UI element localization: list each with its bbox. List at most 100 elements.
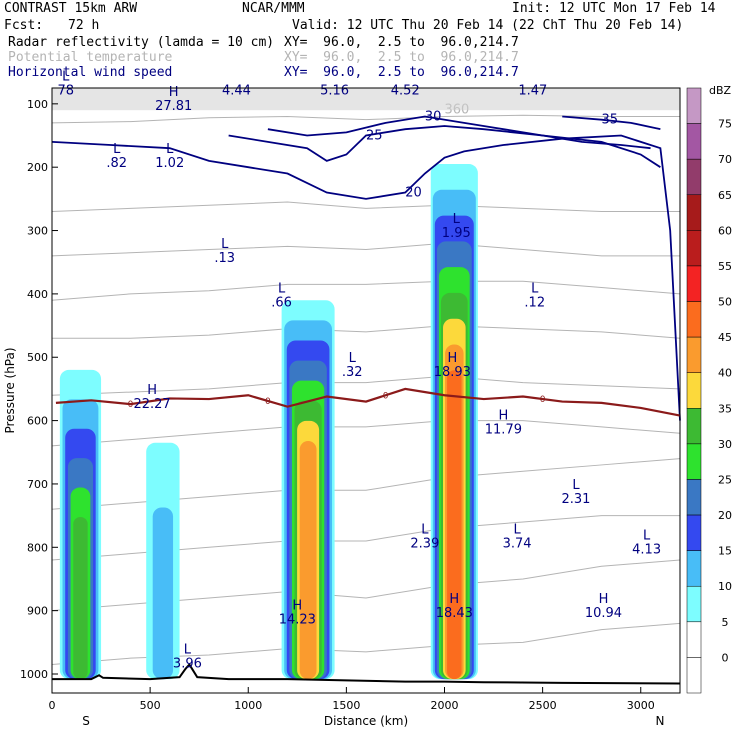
plot-frame [51, 87, 681, 694]
extremum-value-1: 78 [57, 83, 74, 98]
extremum-value-15: 22.27 [133, 397, 170, 412]
y-tick-label-200: 200 [27, 161, 48, 174]
extremum-type-24: L [184, 643, 192, 658]
colorbar-swatch-35 [686, 372, 702, 409]
colorbar-swatch-50 [686, 265, 702, 302]
theta-contour-340 [51, 242, 680, 257]
colorbar-label-15: 15 [718, 545, 732, 558]
source-label: NCAR/MMM [242, 1, 305, 16]
extremum-type-16: H [498, 408, 508, 423]
colorbar-swatch-0 [686, 621, 702, 658]
extremum-value-8: 1.02 [155, 156, 184, 171]
colorbar-unit: dBZ [709, 84, 732, 97]
extremum-value-9: .13 [214, 251, 235, 266]
extremum-value-7: .82 [106, 156, 127, 171]
extremum-type-17: L [572, 478, 580, 493]
field-wind-name: Horizontal wind speed [8, 65, 173, 80]
colorbar-swatch-45 [686, 301, 702, 338]
extremum-type-9: L [221, 237, 229, 252]
freezing-level-label-3: 0 [383, 391, 389, 401]
extremum-type-13: L [349, 351, 357, 366]
freezing-level-label-4: 0 [540, 395, 546, 405]
extremum-value-14: 18.93 [434, 365, 471, 380]
freezing-level-label-1: 0 [128, 400, 134, 410]
extremum-type-19: L [513, 522, 521, 537]
reflectivity-cell-1-level-6 [73, 516, 88, 680]
colorbar-label-70: 70 [718, 153, 732, 166]
extremum-value-10: .66 [271, 296, 292, 311]
freezing-level-line [55, 387, 681, 417]
extremum-type-21: H [449, 592, 459, 607]
extremum-value-24: 3.96 [173, 657, 202, 672]
reflectivity-cell-3-level-8 [299, 441, 317, 680]
colorbar-label-50: 50 [718, 296, 732, 309]
theta-contour-345 [51, 201, 680, 213]
colorbar-label-30: 30 [718, 438, 732, 451]
colorbar-label-25: 25 [718, 473, 732, 486]
extremum-value-11: 1.95 [442, 226, 471, 241]
extremum-value-17: 2.31 [562, 492, 591, 507]
y-tick-label-600: 600 [27, 415, 48, 428]
wind-contour-25 [228, 125, 661, 168]
extremum-type-8: L [166, 142, 174, 157]
colorbar-swatch-15 [686, 514, 702, 551]
valid-time: Valid: 12 UTC Thu 20 Feb 14 (22 ChT Thu … [292, 18, 684, 33]
y-tick-label-900: 900 [27, 605, 48, 618]
extremum-value-12: .12 [524, 296, 545, 311]
colorbar-label-75: 75 [718, 118, 732, 131]
colorbar-label-40: 40 [718, 367, 732, 380]
colorbar-swatch-30 [686, 408, 702, 445]
reflectivity-cell-4-level-9 [447, 370, 462, 680]
wind-contour-20 [51, 134, 681, 421]
y-tick-label-1000: 1000 [20, 668, 48, 681]
extremum-type-14: H [447, 351, 457, 366]
wind-contour-30 [267, 115, 651, 150]
colorbar-label-65: 65 [718, 189, 732, 202]
wind-label-35: 35 [602, 113, 619, 128]
extremum-type-22: H [599, 592, 609, 607]
x-tick-label-2000: 2000 [431, 699, 459, 712]
extremum-type-10: L [278, 282, 286, 297]
y-tick-label-300: 300 [27, 225, 48, 238]
extremum-type-11: L [453, 212, 461, 227]
theta-contour-330 [52, 325, 681, 339]
x-tick-label-500: 500 [140, 699, 161, 712]
wind-label-20: 20 [405, 186, 422, 201]
wind-label-25: 25 [366, 129, 383, 144]
extremum-value-2: 27.81 [155, 99, 192, 114]
extremum-value-4: 5.16 [320, 83, 349, 98]
extremum-type-20: L [643, 529, 651, 544]
colorbar-label-20: 20 [718, 509, 732, 522]
extremum-value-16: 11.79 [485, 422, 522, 437]
theta-contour-360 [51, 114, 680, 124]
x-axis-title: Distance (km) [324, 714, 408, 728]
colorbar-swatch-40 [686, 336, 702, 373]
colorbar-swatch-60 [686, 194, 702, 231]
colorbar-label-35: 35 [718, 402, 732, 415]
colorbar-swatch-75 [686, 87, 702, 124]
extremum-value-19: 3.74 [503, 536, 532, 551]
colorbar-swatch-55 [686, 230, 702, 267]
extremum-value-13: .32 [342, 365, 363, 380]
colorbar-swatch-25 [686, 443, 702, 480]
y-tick-label-500: 500 [27, 351, 48, 364]
x-tick-label-3000: 3000 [627, 699, 655, 712]
extremum-value-21: 18.43 [436, 606, 473, 621]
extremum-value-5: 4.52 [391, 83, 420, 98]
x-tick-label-2500: 2500 [529, 699, 557, 712]
extremum-type-23: H [292, 598, 302, 613]
x-tick-label-0: 0 [49, 699, 56, 712]
reflectivity-cell-2-level-2 [152, 507, 174, 680]
colorbar-label-60: 60 [718, 224, 732, 237]
extremum-value-22: 10.94 [585, 606, 622, 621]
theta-contour-325 [51, 375, 681, 396]
x-end-label-right: N [656, 714, 665, 728]
extremum-type-12: L [531, 282, 539, 297]
colorbar-label-45: 45 [718, 331, 732, 344]
extremum-value-6: 1.47 [518, 83, 547, 98]
freezing-level-label-2: 0 [265, 397, 271, 407]
colorbar-swatch-70 [686, 123, 702, 160]
fcst-value: 72 h [68, 18, 100, 33]
wind-label-30: 30 [425, 110, 442, 125]
